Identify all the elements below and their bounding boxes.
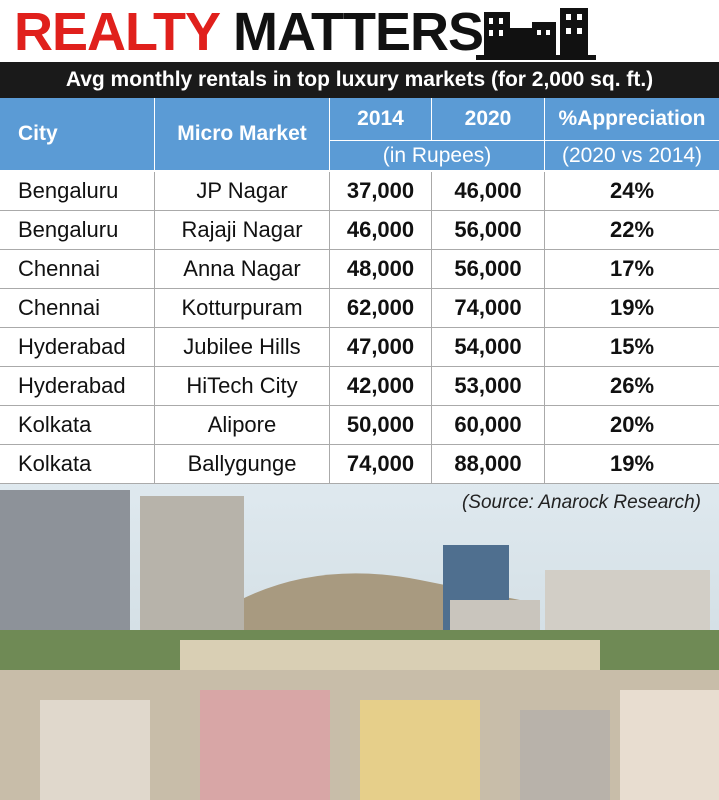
table-cell: 46,000: [330, 211, 432, 250]
subtitle: Avg monthly rentals in top luxury market…: [0, 62, 719, 98]
table-cell: 37,000: [330, 172, 432, 211]
table-cell: JP Nagar: [155, 172, 330, 211]
table-cell: Kolkata: [0, 406, 155, 445]
building-icon: [476, 8, 596, 60]
table-cell: Bengaluru: [0, 172, 155, 211]
table-cell: 24%: [545, 172, 719, 211]
table-cell: 74,000: [330, 445, 432, 484]
table-cell: Hyderabad: [0, 367, 155, 406]
table-cell: Kotturpuram: [155, 289, 330, 328]
table-cell: Hyderabad: [0, 328, 155, 367]
table-cell: 47,000: [330, 328, 432, 367]
table-cell: Alipore: [155, 406, 330, 445]
column-header: City: [0, 98, 155, 170]
column-header: Micro Market: [155, 98, 330, 170]
table-cell: 62,000: [330, 289, 432, 328]
table-cell: 15%: [545, 328, 719, 367]
table-cell: 88,000: [432, 445, 545, 484]
table-cell: 42,000: [330, 367, 432, 406]
table-cell: Anna Nagar: [155, 250, 330, 289]
table-cell: Chennai: [0, 289, 155, 328]
table-cell: 56,000: [432, 250, 545, 289]
column-header: %Appreciation: [545, 98, 719, 140]
table-cell: Chennai: [0, 250, 155, 289]
table-cell: Jubilee Hills: [155, 328, 330, 367]
column-header: 2020: [432, 98, 545, 140]
title: REALTY MATTERS: [14, 2, 484, 62]
table-cell: Rajaji Nagar: [155, 211, 330, 250]
table-cell: 17%: [545, 250, 719, 289]
table-cell: 46,000: [432, 172, 545, 211]
table-cell: Bengaluru: [0, 211, 155, 250]
table-cell: Ballygunge: [155, 445, 330, 484]
table-cell: 53,000: [432, 367, 545, 406]
column-header: 2014: [330, 98, 432, 140]
column-subheader: (in Rupees): [330, 140, 545, 170]
table-cell: 48,000: [330, 250, 432, 289]
table-cell: HiTech City: [155, 367, 330, 406]
table-cell: 74,000: [432, 289, 545, 328]
source: (Source: Anarock Research): [461, 492, 701, 513]
table-cell: 19%: [545, 289, 719, 328]
table-cell: 50,000: [330, 406, 432, 445]
table-cell: Kolkata: [0, 445, 155, 484]
city-photo: [0, 480, 719, 800]
title-black: MATTERS: [233, 2, 484, 62]
table-cell: 26%: [545, 367, 719, 406]
column-subheader: (2020 vs 2014): [545, 140, 719, 170]
table-cell: 56,000: [432, 211, 545, 250]
table-cell: 60,000: [432, 406, 545, 445]
table-cell: 54,000: [432, 328, 545, 367]
title-red: REALTY: [14, 2, 220, 62]
table-cell: 22%: [545, 211, 719, 250]
table-cell: 19%: [545, 445, 719, 484]
table-cell: 20%: [545, 406, 719, 445]
